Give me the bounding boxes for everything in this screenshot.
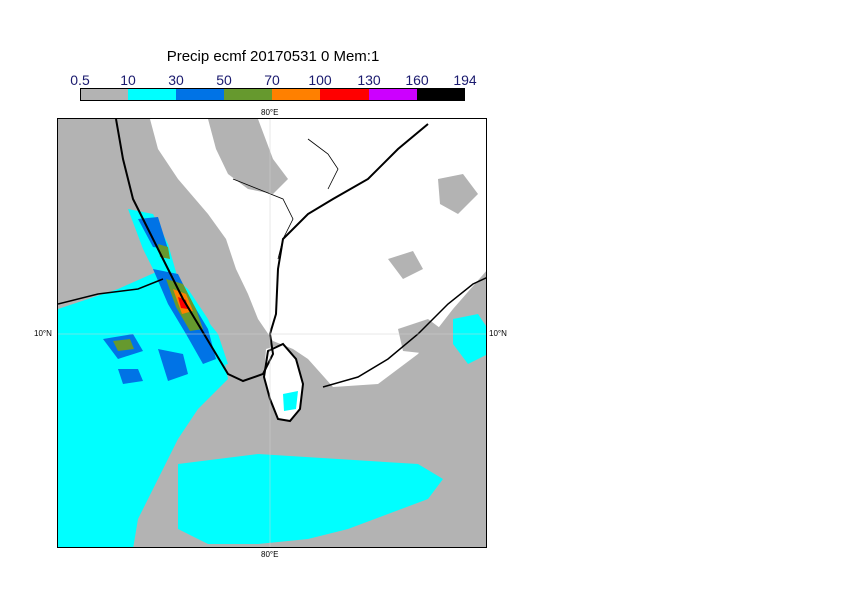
grey-patch [398, 319, 448, 354]
lon-label-top: 80°E [261, 108, 279, 117]
coastline-sri-lanka [262, 342, 305, 423]
precip-blue [118, 369, 143, 384]
legend-swatch-1 [128, 88, 176, 101]
legend-tick-0: 0.5 [70, 72, 90, 88]
contour-line [307, 138, 339, 190]
legend-swatch-0 [80, 88, 128, 101]
legend-tick-4: 70 [264, 72, 280, 88]
grey-patch [438, 174, 478, 214]
dry-land-region [150, 119, 486, 387]
precip-cyan-sri-lanka [283, 391, 298, 411]
lon-label-bottom: 80°E [261, 550, 279, 559]
rain-boundary-west [58, 278, 164, 305]
legend-swatch-2 [176, 88, 224, 101]
precip-cyan-east [453, 314, 486, 364]
lat-label-right: 10°N [489, 329, 507, 338]
contour-line [232, 178, 294, 260]
coastline-india-west [115, 119, 429, 383]
precip-blue [158, 349, 188, 381]
precip-cyan-south [178, 454, 443, 544]
legend-swatch-5 [320, 88, 369, 101]
precip-map [58, 119, 486, 547]
legend-tick-3: 50 [216, 72, 232, 88]
precip-cyan-west [58, 269, 228, 547]
legend-tick-8: 194 [453, 72, 477, 88]
legend-tick-6: 130 [357, 72, 381, 88]
grey-patch [208, 119, 288, 194]
legend-swatch-3 [224, 88, 272, 101]
legend-tick-2: 30 [168, 72, 184, 88]
legend-tick-5: 100 [308, 72, 332, 88]
color-legend: 0.5 10 30 50 70 100 130 160 194 [0, 0, 842, 110]
legend-tick-7: 160 [405, 72, 429, 88]
grey-patch [388, 251, 423, 279]
precip-red [178, 297, 188, 309]
precip-green [113, 339, 134, 351]
legend-tick-1: 10 [120, 72, 136, 88]
map-panel [57, 118, 487, 548]
legend-swatch-4 [272, 88, 320, 101]
lat-label-left: 10°N [34, 329, 52, 338]
map-title: Precip ecmf 20170531 0 Mem:1 [166, 48, 380, 65]
legend-swatch-7 [417, 88, 465, 101]
legend-swatch-6 [369, 88, 417, 101]
